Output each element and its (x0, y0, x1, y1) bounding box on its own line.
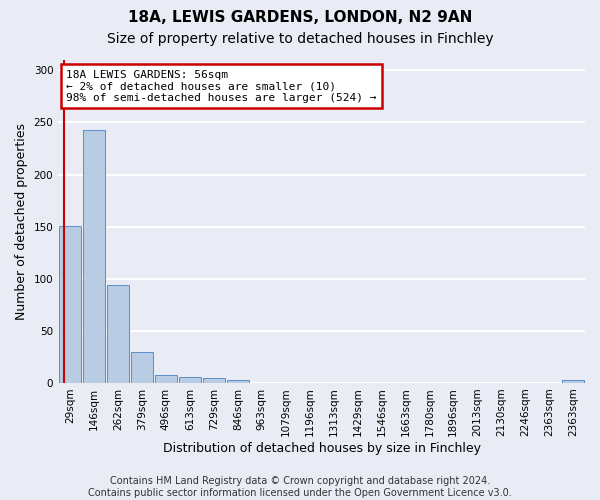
Bar (179, 376, 200, 383)
Text: 18A LEWIS GARDENS: 56sqm
← 2% of detached houses are smaller (10)
98% of semi-de: 18A LEWIS GARDENS: 56sqm ← 2% of detache… (66, 70, 377, 103)
Y-axis label: Number of detached properties: Number of detached properties (15, 123, 28, 320)
Bar (227, 380, 248, 383)
Bar (131, 352, 153, 383)
Bar (562, 380, 584, 383)
Text: 18A, LEWIS GARDENS, LONDON, N2 9AN: 18A, LEWIS GARDENS, LONDON, N2 9AN (128, 10, 472, 25)
Bar (59, 226, 81, 383)
Text: Size of property relative to detached houses in Finchley: Size of property relative to detached ho… (107, 32, 493, 46)
Bar (203, 378, 224, 383)
Bar (83, 130, 105, 383)
Bar (107, 285, 129, 383)
X-axis label: Distribution of detached houses by size in Finchley: Distribution of detached houses by size … (163, 442, 481, 455)
Text: Contains HM Land Registry data © Crown copyright and database right 2024.
Contai: Contains HM Land Registry data © Crown c… (88, 476, 512, 498)
Bar (155, 374, 177, 383)
